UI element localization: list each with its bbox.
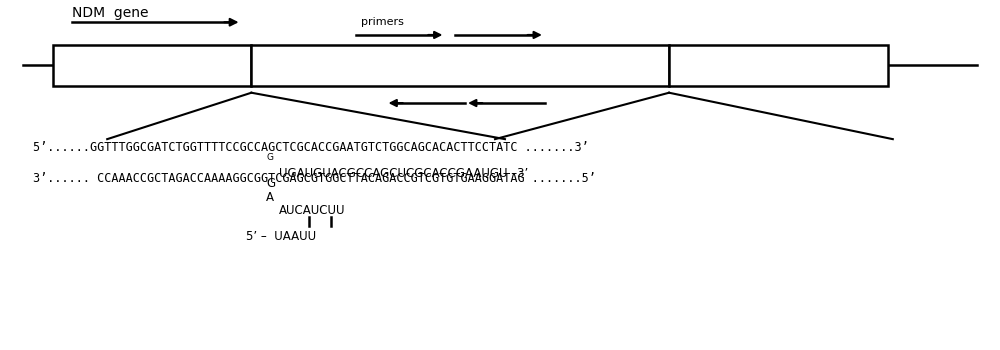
Text: NDM  gene: NDM gene — [72, 7, 149, 21]
Text: 3’...... CCAAACCGCTAGACCAAAAGGCGGTCGAGCGTGGCTTACAGACCGTCGTGTGAAGGATAG .......5’: 3’...... CCAAACCGCTAGACCAAAAGGCGGTCGAGCG… — [33, 172, 595, 185]
Text: A: A — [266, 191, 274, 204]
Bar — [669, 44, 888, 86]
Text: 5’ –  UAAUU: 5’ – UAAUU — [246, 230, 317, 243]
Text: G: G — [266, 153, 273, 161]
Bar — [53, 44, 251, 86]
Text: G: G — [266, 177, 275, 190]
Text: primers: primers — [361, 18, 404, 27]
Bar — [251, 44, 669, 86]
Text: AUCAUCUU: AUCAUCUU — [279, 204, 346, 217]
Text: 5’......GGTTTGGCGATCTGGTTTTCCGCCAGCTCGCACCGAATGTCTGGCAGCACACTTCCTATC .......3’: 5’......GGTTTGGCGATCTGGTTTTCCGCCAGCTCGCA… — [33, 141, 588, 154]
Text: UGAUGUACGCCAGCUCGCACCGAAUGU –3’: UGAUGUACGCCAGCUCGCACCGAAUGU –3’ — [279, 167, 528, 180]
